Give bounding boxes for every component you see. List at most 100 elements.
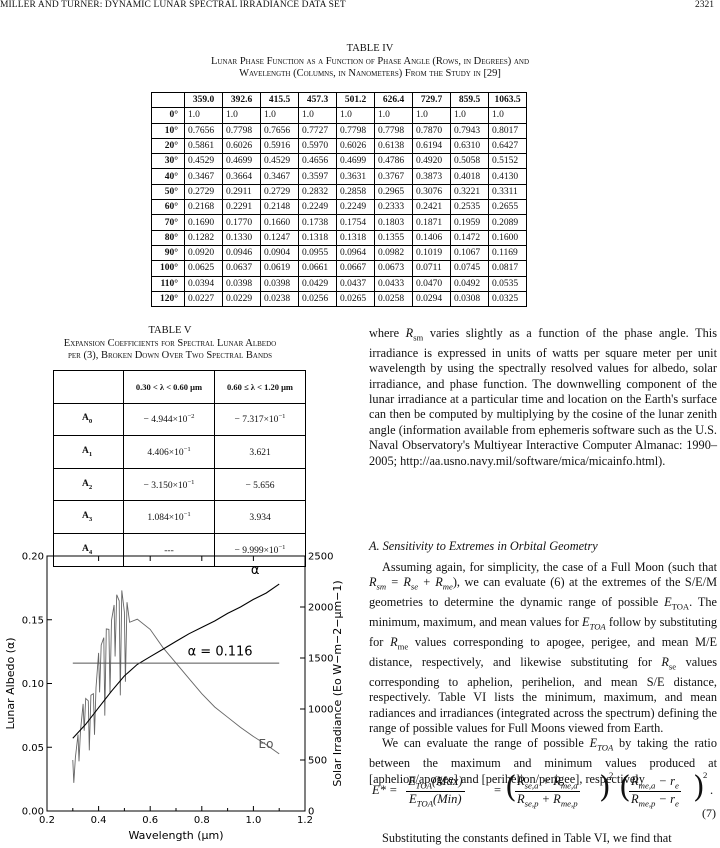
table4-cell: 0.3767 xyxy=(374,168,413,185)
y-right-tick-label: 500 xyxy=(308,756,327,767)
coef-sub: 1 xyxy=(88,450,93,458)
p1-text-a: where xyxy=(369,326,406,340)
table4-row-header: 20° xyxy=(151,137,185,155)
cell-mantissa: 4.406×10 xyxy=(147,448,184,459)
table5-coefficient: A0 xyxy=(53,402,124,437)
table4-cell: 0.2729 xyxy=(184,183,223,201)
table4-cell: 0.5970 xyxy=(298,137,337,155)
table4-cell: 0.4529 xyxy=(184,153,223,170)
table5-header-row: 0.30 < λ < 0.60 μm 0.60 ≤ λ < 1.20 μm xyxy=(53,370,306,404)
coef-base: A xyxy=(82,511,89,522)
table5-row: A3 1.084×10−1 3.934 xyxy=(53,500,306,534)
table4-cell: 1.0 xyxy=(336,107,375,124)
table4-cell: 0.0294 xyxy=(412,290,451,308)
table4-cell: 0.7798 xyxy=(222,122,261,139)
table4-row-header: 120° xyxy=(151,290,185,308)
y-right-tick-label: 1000 xyxy=(308,705,333,716)
table4-cell: 0.0256 xyxy=(298,290,337,308)
p2-etoa-2: ETOA xyxy=(582,615,606,632)
table5-albedo-coefficients: 0.30 < λ < 0.60 μm 0.60 ≤ λ < 1.20 μm A0… xyxy=(53,370,306,567)
table4-cell: 0.3664 xyxy=(222,168,261,185)
table4-cell: 0.0817 xyxy=(488,260,527,277)
table4-cell: 0.1318 xyxy=(298,229,337,246)
cell-exponent: −1 xyxy=(187,478,195,486)
table5-coefficient: A4 xyxy=(53,532,124,567)
table4-row: 100° 0.0625 0.0637 0.0619 0.0661 0.0667 0.0673… xyxy=(151,260,527,277)
table4-cell: 0.0673 xyxy=(374,260,413,277)
table4-cell: 0.6026 xyxy=(222,137,261,155)
table4-cell: 0.7656 xyxy=(260,122,299,139)
table5-label: TABLE V xyxy=(148,325,192,336)
table4-cell: 0.7943 xyxy=(450,122,489,139)
p3-text-b: by taking the ratio between the maximum … xyxy=(369,736,717,786)
table4-cell: 0.7870 xyxy=(412,122,451,139)
p2-text-a: Assuming again, for simplicity, the case… xyxy=(382,560,717,574)
table4-caption-line-1: Lunar Phase Function as a Function of Ph… xyxy=(210,55,530,67)
table4-cell: 0.0637 xyxy=(222,260,261,277)
x-tick-label: 0.6 xyxy=(142,815,158,826)
table5-cell: − 9.999×10−1 xyxy=(214,532,306,567)
table5-coefficient: A1 xyxy=(53,435,124,469)
coef-base: A xyxy=(82,543,89,554)
table4-cell: 0.0625 xyxy=(184,260,223,277)
y-right-axis-label: Solar Irradiance (Eo W−m−2−μm−1) xyxy=(331,580,344,786)
y-left-tick-label: 0.15 xyxy=(22,615,44,626)
table5-cell: − 4.944×10−2 xyxy=(123,402,215,437)
p4-text: Substituting the constants defined in Ta… xyxy=(382,831,672,845)
x-tick-label: 0.8 xyxy=(194,815,210,826)
table4-cell: 0.3221 xyxy=(450,183,489,201)
table4-cell: 0.3873 xyxy=(412,168,451,185)
coef-sub: 4 xyxy=(88,548,93,556)
table4-cell: 0.1600 xyxy=(488,229,527,246)
cell-mantissa: − 4.944×10 xyxy=(143,415,188,426)
table4-row-header: 50° xyxy=(151,183,185,201)
table4-cell: 0.0920 xyxy=(184,244,223,262)
table4-cell: 0.0667 xyxy=(336,260,375,277)
table4-cell: 0.1738 xyxy=(298,214,337,231)
p2-rme-sub: me xyxy=(397,641,409,652)
p1-symbol: R xyxy=(405,326,414,340)
table4-row: 120° 0.0227 0.0229 0.0238 0.0256 0.0265 0.0258… xyxy=(151,290,527,308)
alpha-label: α xyxy=(251,563,260,578)
table4-row-header: 80° xyxy=(151,229,185,246)
table4-cell: 0.1355 xyxy=(374,229,413,246)
table5-row: A2− 3.150×10−1− 5.656 xyxy=(53,467,306,502)
table4-col-header: 457.3 xyxy=(298,91,337,109)
table4-cell: 0.1247 xyxy=(260,229,299,246)
table4-cell: 0.4920 xyxy=(412,153,451,170)
right-column: where Rsm varies slightly as a function … xyxy=(369,326,717,469)
x-tick-label: 1.0 xyxy=(245,815,261,826)
p2-text-d: follow by substituting for xyxy=(369,615,717,649)
coef-sub: 2 xyxy=(88,483,93,491)
table4-row: 30° 0.4529 0.4699 0.4529 0.4656 0.4699 0.4786 0… xyxy=(151,153,527,170)
table4-cell: 0.0711 xyxy=(412,260,451,277)
table4-cell: 1.0 xyxy=(298,107,337,124)
table4-cell: 0.2655 xyxy=(488,199,527,216)
paragraph-irradiance: where Rsm varies slightly as a function … xyxy=(369,326,717,469)
table4-col-header: 1063.5 xyxy=(488,91,527,109)
table5-cell: 4.406×10−1 xyxy=(123,435,215,469)
table4-cell: 0.6310 xyxy=(450,137,489,155)
mean-albedo-label: α = 0.116 xyxy=(188,644,253,659)
table4-cell: 0.4130 xyxy=(488,168,527,185)
table4-cell: 0.1472 xyxy=(450,229,489,246)
table4-row: 40° 0.3467 0.3664 0.3467 0.3597 0.3631 0.3767 0… xyxy=(151,168,527,185)
table4-cell: 0.2858 xyxy=(336,183,375,201)
table4-cell: 0.1282 xyxy=(184,229,223,246)
cell-exponent: −1 xyxy=(183,445,191,453)
table4-cell: 1.0 xyxy=(450,107,489,124)
table4-cell: 0.0946 xyxy=(222,244,261,262)
table4-cell: 0.0619 xyxy=(260,260,299,277)
table4-cell: 0.3076 xyxy=(412,183,451,201)
table4-row-header: 90° xyxy=(151,244,185,262)
table5-row: A4 --- − 9.999×10−1 xyxy=(53,532,306,567)
table4-row-header: 30° xyxy=(151,153,185,170)
eq-paren-close-2: ) xyxy=(693,770,705,805)
table4-cell: 0.1660 xyxy=(260,214,299,231)
table5-body: A0− 4.944×10−2− 7.317×10−1 A1 4.406×10−1 3.… xyxy=(53,402,306,567)
p2-rse-sub: se xyxy=(668,661,677,672)
y-right-tick-label: 0 xyxy=(308,807,314,818)
table4-cell: 0.4656 xyxy=(298,153,337,170)
eq-frac-1: ETOA(Max) ETOA(Min) xyxy=(406,774,465,808)
table4-cell: 0.6194 xyxy=(412,137,451,155)
